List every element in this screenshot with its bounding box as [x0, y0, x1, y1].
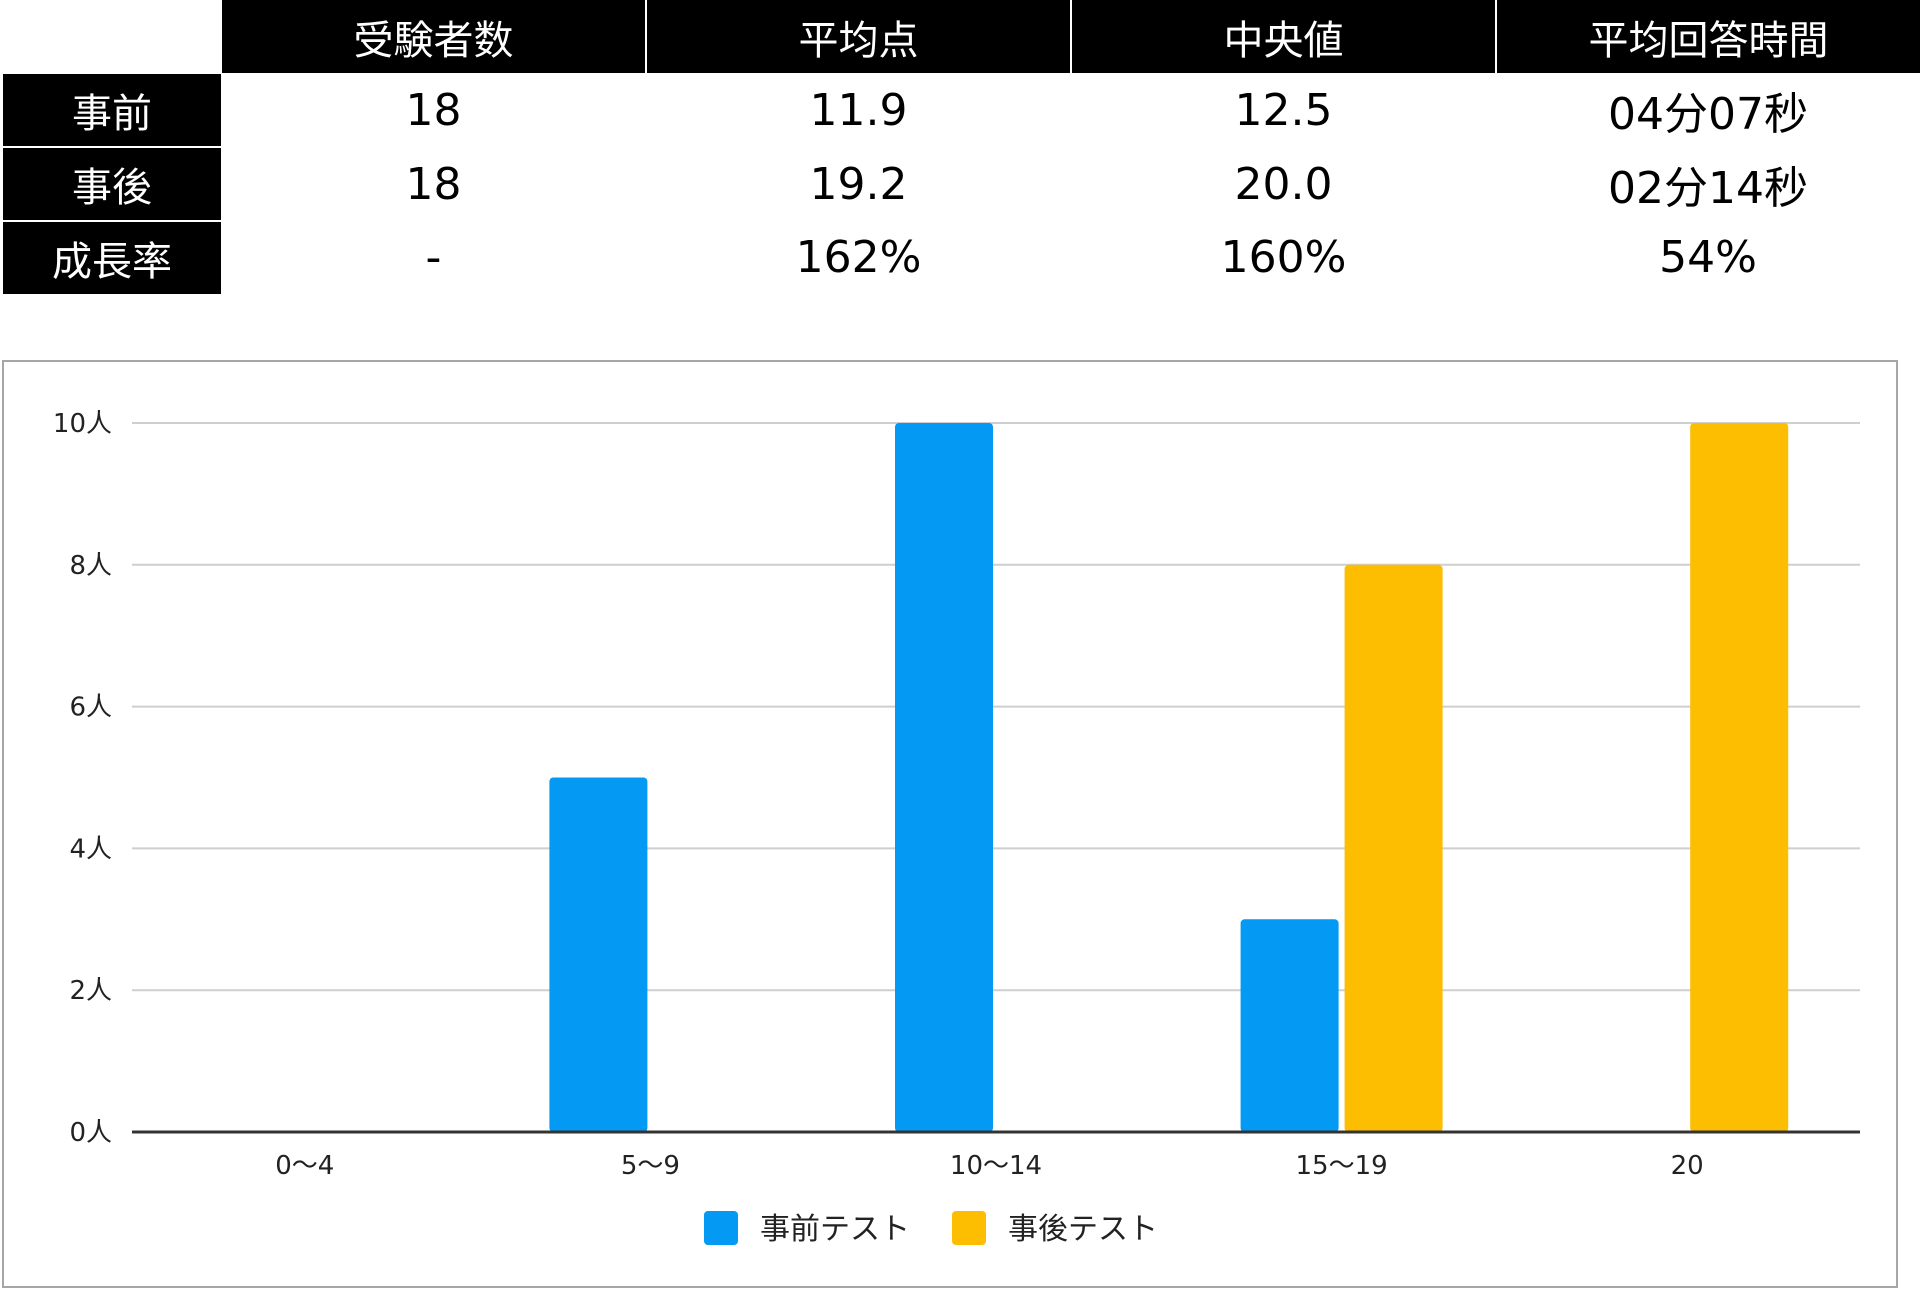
y-tick-label: 8人 [69, 551, 112, 581]
header-avg-time: 平均回答時間 [1495, 0, 1920, 73]
x-tick-label: 5〜9 [621, 1151, 680, 1181]
header-average: 平均点 [645, 0, 1071, 73]
x-tick-label: 20 [1671, 1151, 1704, 1181]
table-cell: 11.9 [646, 73, 1071, 147]
bar [1240, 919, 1339, 1132]
header-median: 中央値 [1070, 0, 1496, 73]
y-tick-label: 0人 [69, 1118, 112, 1148]
table-cell: - [221, 221, 646, 294]
legend-label: 事前テスト [760, 1212, 910, 1247]
bars [549, 423, 1789, 1132]
row-label: 成長率 [3, 220, 221, 294]
bar [1344, 564, 1443, 1132]
bar [1690, 423, 1789, 1132]
table-cell: 04分07秒 [1496, 73, 1920, 147]
table-cell: 02分14秒 [1496, 147, 1920, 221]
x-tick-label: 15〜19 [1296, 1151, 1388, 1181]
bar [895, 423, 993, 1132]
table-cell: 12.5 [1071, 73, 1496, 147]
legend-swatch [952, 1211, 986, 1245]
table-cell: 162% [646, 221, 1071, 294]
row-label: 事後 [3, 146, 221, 221]
x-tick-label: 0〜4 [275, 1151, 334, 1181]
y-tick-label: 6人 [69, 693, 112, 723]
chart-frame: 0人 2人 4人 6人 8人 10人 0〜4 5〜9 10〜14 15〜19 20 事前テスト 事後テ… [2, 360, 1898, 1288]
table-row: 事後 18 19.2 20.0 02分14秒 [3, 146, 1920, 221]
table-cell: 20.0 [1071, 147, 1496, 221]
table-cell: 18 [221, 147, 646, 221]
y-tick-label: 2人 [69, 976, 112, 1006]
row-label: 事前 [3, 72, 221, 147]
table-cell: 18 [221, 73, 646, 147]
x-tick-label: 10〜14 [950, 1151, 1042, 1181]
stats-table: 受験者数 平均点 中央値 平均回答時間 事前 18 11.9 12.5 04分0… [3, 0, 1920, 294]
table-cell: 19.2 [646, 147, 1071, 221]
y-tick-label: 4人 [69, 834, 112, 864]
bar [549, 777, 648, 1132]
table-cell: 54% [1496, 221, 1920, 294]
table-row: 事前 18 11.9 12.5 04分07秒 [3, 72, 1920, 147]
table-row: 成長率 - 162% 160% 54% [3, 220, 1920, 294]
legend-swatch [704, 1211, 738, 1245]
header-examinees: 受験者数 [220, 0, 646, 73]
gridlines [132, 422, 1860, 992]
table-header-row: 受験者数 平均点 中央値 平均回答時間 [3, 0, 1920, 73]
legend-label: 事後テスト [1008, 1212, 1158, 1247]
axes: 0人 2人 4人 6人 8人 10人 0〜4 5〜9 10〜14 15〜19 20 [53, 409, 1860, 1181]
y-tick-label: 10人 [53, 409, 112, 439]
legend: 事前テスト 事後テスト [704, 1211, 1158, 1247]
table-corner-cell [3, 0, 221, 73]
score-distribution-chart: 0人 2人 4人 6人 8人 10人 0〜4 5〜9 10〜14 15〜19 20 事前テスト 事後テ… [53, 409, 1860, 1247]
table-cell: 160% [1071, 221, 1496, 294]
